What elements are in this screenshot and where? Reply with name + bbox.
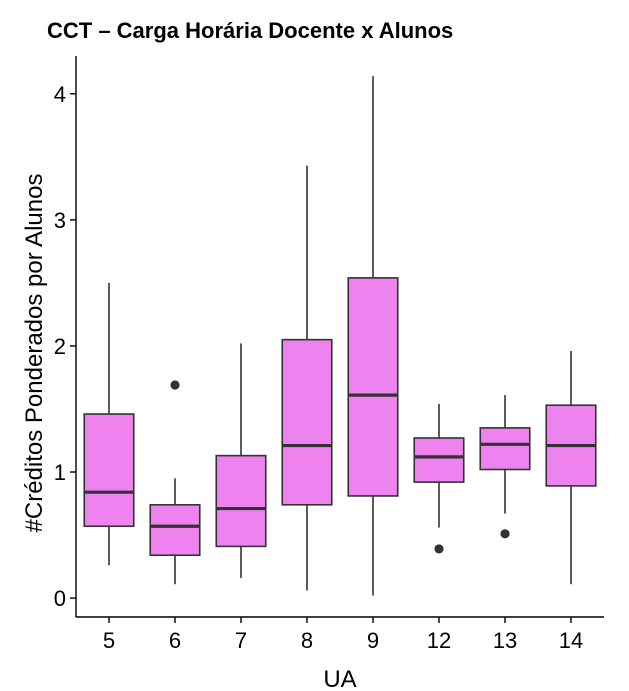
y-tick-label: 4 [54, 82, 66, 107]
y-tick-label: 0 [54, 586, 66, 611]
box-13 [479, 427, 531, 471]
x-tick-label: 13 [493, 628, 517, 653]
box-9 [347, 277, 399, 497]
outlier-point [434, 544, 444, 554]
chart-title: CCT – Carga Horária Docente x Alunos [47, 18, 453, 43]
x-tick-label: 14 [559, 628, 583, 653]
outlier-point [500, 529, 510, 539]
x-tick-label: 9 [367, 628, 379, 653]
x-axis-label: UA [323, 666, 356, 691]
box-5 [83, 413, 135, 528]
box-12 [413, 437, 465, 483]
outlier-point [170, 380, 180, 390]
box-8 [281, 338, 333, 506]
y-tick-label: 2 [54, 334, 66, 359]
x-tick-label: 5 [103, 628, 115, 653]
x-tick-label: 12 [427, 628, 451, 653]
box-6 [149, 503, 201, 557]
x-tick-label: 7 [235, 628, 247, 653]
x-tick-label: 6 [169, 628, 181, 653]
box-7 [215, 454, 267, 548]
y-axis-label: #Créditos Ponderados por Alunos [21, 174, 48, 533]
y-tick-label: 1 [54, 460, 66, 485]
x-tick-label: 8 [301, 628, 313, 653]
y-tick-label: 3 [54, 208, 66, 233]
